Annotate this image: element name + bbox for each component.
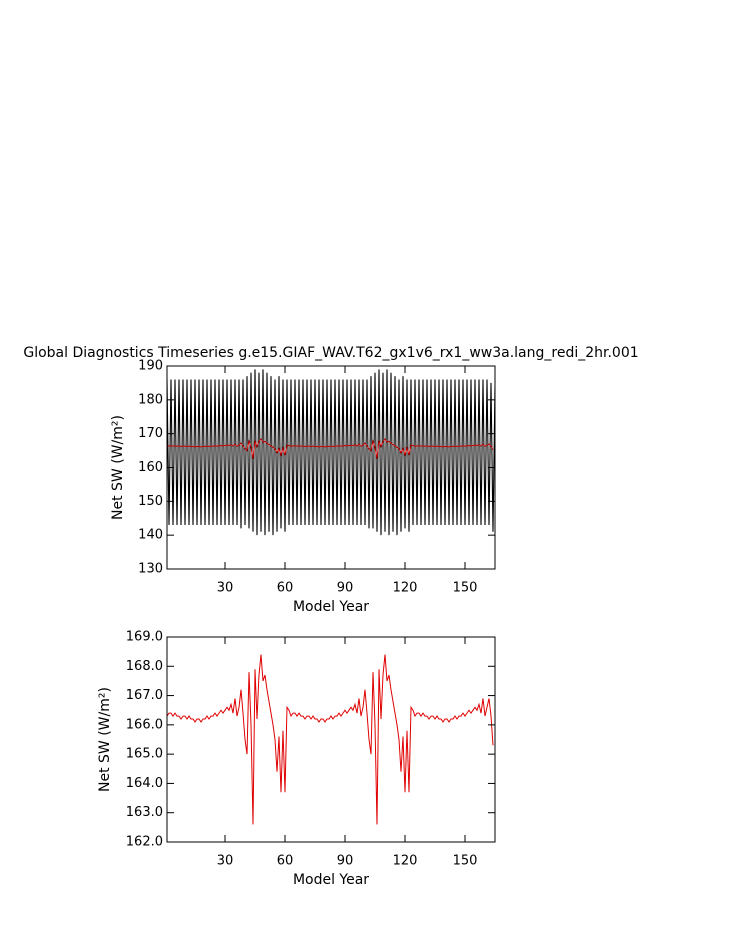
x-tick-label: 30 [217, 581, 234, 596]
y-tick-label: 180 [138, 392, 163, 407]
y-tick-label: 169.0 [126, 630, 163, 645]
data-line [167, 438, 494, 459]
data-line [167, 369, 495, 536]
y-tick-label: 163.0 [126, 805, 163, 820]
y-tick-label: 190 [138, 359, 163, 374]
y-tick-label: 130 [138, 562, 163, 577]
plot-frame [166, 636, 496, 843]
x-tick-label: 60 [277, 581, 294, 596]
x-tick-label: 150 [453, 581, 478, 596]
y-tick-label: 160 [138, 460, 163, 475]
x-tick-label: 120 [393, 854, 418, 869]
data-line [167, 654, 494, 825]
y-tick-label: 162.0 [126, 835, 163, 850]
x-tick-label: 120 [393, 581, 418, 596]
y-tick-label: 166.0 [126, 717, 163, 732]
x-axis-title: Model Year [293, 599, 369, 615]
y-tick-label: 150 [138, 494, 163, 509]
x-axis-title: Model Year [293, 872, 369, 888]
x-tick-label: 90 [337, 854, 354, 869]
x-tick-label: 90 [337, 581, 354, 596]
x-tick-label: 150 [453, 854, 478, 869]
y-tick-label: 164.0 [126, 776, 163, 791]
y-axis-title: Net SW (W/m²) [110, 415, 126, 520]
y-tick-label: 167.0 [126, 688, 163, 703]
y-axis-title: Net SW (W/m²) [97, 687, 113, 792]
x-tick-label: 30 [217, 854, 234, 869]
y-tick-label: 170 [138, 426, 163, 441]
y-tick-label: 165.0 [126, 747, 163, 762]
x-tick-label: 60 [277, 854, 294, 869]
y-tick-label: 168.0 [126, 659, 163, 674]
y-tick-label: 140 [138, 528, 163, 543]
chart-title: Global Diagnostics Timeseries g.e15.GIAF… [23, 345, 638, 361]
